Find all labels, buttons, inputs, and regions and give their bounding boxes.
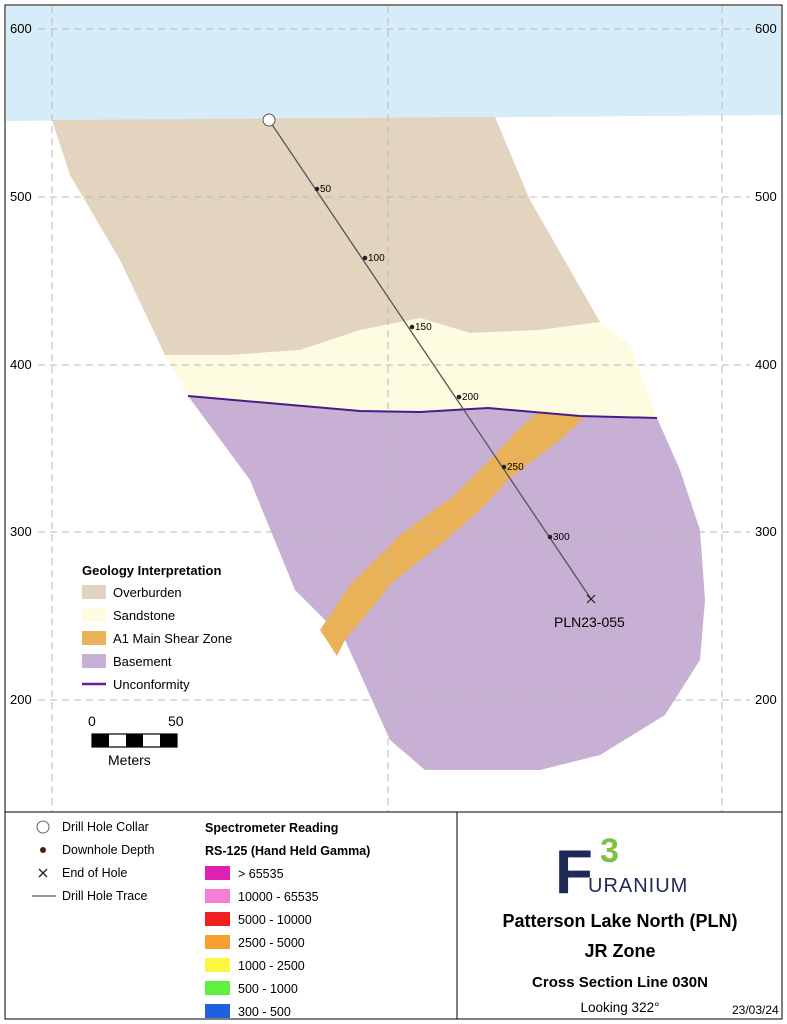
cross-icon: [38, 868, 48, 878]
depth-dot-150: [409, 324, 415, 330]
title-looking: Looking 322°: [581, 1000, 660, 1015]
dot-icon: [40, 847, 46, 853]
scale-bar: 0 50 Meters: [88, 713, 184, 768]
legend-label-shear-zone: A1 Main Shear Zone: [113, 631, 232, 646]
spectro-label-0: > 65535: [238, 867, 284, 881]
y-tick-left-500: 500: [10, 189, 32, 204]
spectrometer-subtitle: RS-125 (Hand Held Gamma): [205, 844, 370, 858]
depth-label-150: 150: [415, 322, 432, 333]
geology-legend-title: Geology Interpretation: [82, 563, 221, 578]
title-line2: JR Zone: [584, 941, 655, 961]
spectro-swatch-6: [205, 1004, 230, 1018]
geology-legend: Geology Interpretation Overburden Sandst…: [82, 563, 232, 692]
legend-swatch-sandstone: [82, 608, 106, 622]
depth-dot-250: [501, 464, 507, 470]
spectro-label-5: 500 - 1000: [238, 982, 298, 996]
depth-dot-50: [314, 186, 320, 192]
y-tick-right-500: 500: [755, 189, 777, 204]
logo-text: URANIUM: [588, 875, 688, 897]
title-block: Patterson Lake North (PLN) JR Zone Cross…: [502, 911, 779, 1017]
title-line1: Patterson Lake North (PLN): [502, 911, 737, 931]
spectrometer-title: Spectrometer Reading: [205, 821, 338, 835]
legend-label-sandstone: Sandstone: [113, 608, 175, 623]
sandstone-unit: [165, 318, 657, 418]
spectro-swatch-2: [205, 912, 230, 926]
a1-main-shear-zone: [320, 413, 586, 656]
y-axis-right: 600 500 400 300 200: [755, 21, 777, 707]
depth-label-100: 100: [368, 253, 385, 264]
depth-label-300: 300: [553, 532, 570, 543]
overburden-unit: [52, 117, 600, 355]
spectro-label-4: 1000 - 2500: [238, 959, 305, 973]
logo-letter: F: [555, 838, 593, 907]
downhole-depth-markers: 50 100 150 200 250 300: [314, 184, 570, 543]
legend-swatch-shear-zone: [82, 631, 106, 645]
y-tick-right-200: 200: [755, 692, 777, 707]
spectro-swatch-3: [205, 935, 230, 949]
depth-label-50: 50: [320, 184, 332, 195]
spectro-swatch-1: [205, 889, 230, 903]
symbol-label-depth: Downhole Depth: [62, 843, 154, 857]
symbol-label-collar: Drill Hole Collar: [62, 820, 149, 834]
symbol-label-trace: Drill Hole Trace: [62, 889, 147, 903]
y-tick-right-600: 600: [755, 21, 777, 36]
spectro-label-3: 2500 - 5000: [238, 936, 305, 950]
spectro-swatch-4: [205, 958, 230, 972]
f3-uranium-logo: F 3 URANIUM: [555, 832, 688, 907]
depth-dot-100: [362, 255, 368, 261]
legend-label-basement: Basement: [113, 654, 172, 669]
y-axis-left: 600 500 400 300 200: [10, 21, 32, 707]
lake-water: [6, 6, 781, 121]
symbol-label-end: End of Hole: [62, 866, 127, 880]
drill-hole-name: PLN23-055: [554, 614, 625, 630]
y-tick-left-300: 300: [10, 524, 32, 539]
basement-unit: [188, 396, 705, 770]
logo-number: 3: [600, 832, 619, 870]
circle-icon: [36, 820, 50, 834]
legend-label-overburden: Overburden: [113, 585, 182, 600]
spectro-swatch-5: [205, 981, 230, 995]
y-tick-right-300: 300: [755, 524, 777, 539]
end-of-hole-icon: [586, 594, 596, 604]
scale-bar-start: 0: [88, 713, 96, 729]
spectro-label-1: 10000 - 65535: [238, 890, 319, 904]
drill-hole-collar-icon: [262, 113, 276, 127]
y-tick-right-400: 400: [755, 357, 777, 372]
unconformity-line: [187, 395, 658, 419]
symbol-legend: Drill Hole Collar Downhole Depth End of …: [32, 820, 154, 903]
legend-swatch-overburden: [82, 585, 106, 599]
title-line3: Cross Section Line 030N: [532, 974, 708, 991]
scale-bar-end: 50: [168, 713, 184, 729]
legend-swatch-basement: [82, 654, 106, 668]
title-date: 23/03/24: [732, 1003, 779, 1017]
spectro-label-2: 5000 - 10000: [238, 913, 312, 927]
spectrometer-legend: Spectrometer Reading RS-125 (Hand Held G…: [205, 821, 370, 1019]
y-tick-left-200: 200: [10, 692, 32, 707]
depth-dot-200: [456, 394, 462, 400]
depth-label-250: 250: [507, 462, 524, 473]
y-tick-left-400: 400: [10, 357, 32, 372]
depth-dot-300: [547, 534, 553, 540]
scale-bar-unit: Meters: [108, 752, 151, 768]
depth-label-200: 200: [462, 392, 479, 403]
spectro-label-6: 300 - 500: [238, 1005, 291, 1019]
spectro-swatch-0: [205, 866, 230, 880]
legend-label-unconformity: Unconformity: [113, 677, 190, 692]
grid-lines: [38, 6, 750, 812]
y-tick-left-600: 600: [10, 21, 32, 36]
drill-hole-trace: [268, 119, 592, 600]
